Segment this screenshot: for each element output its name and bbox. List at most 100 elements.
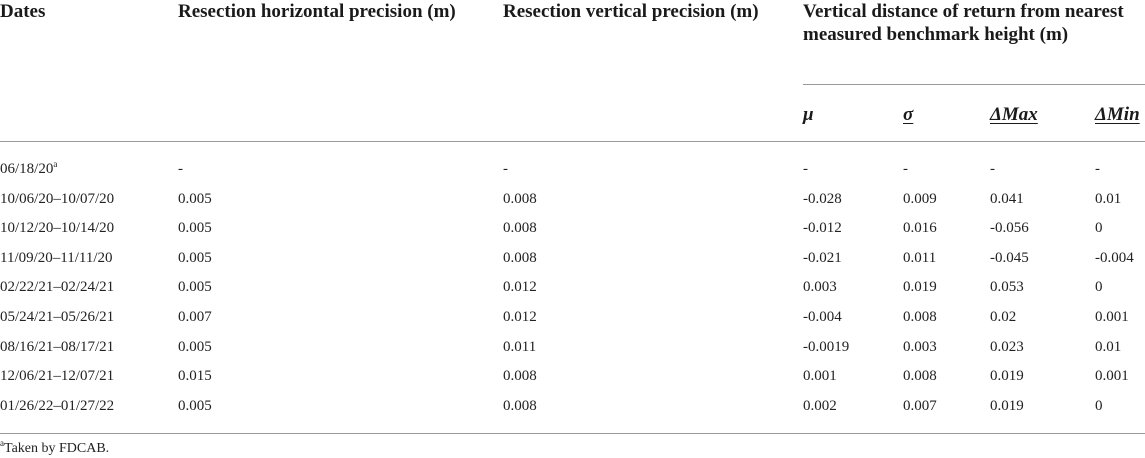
cell-mu: -0.021 (803, 249, 842, 267)
cell-vertical-precision-text: 0.011 (503, 338, 537, 355)
header-horizontal-precision: Resection horizontal precision (m) (178, 1, 456, 22)
cell-delta-max-text: 0.02 (990, 309, 1017, 325)
cell-mu-text: -0.028 (803, 190, 842, 207)
cell-delta-min-text: 0 (1095, 220, 1103, 237)
cell-horizontal-precision: 0.005 (178, 397, 212, 415)
cell-horizontal-precision: 0.005 (178, 278, 212, 296)
table-row: 10/06/20–10/07/20 0.005 0.008 -0.028 0.009 0.… (0, 190, 1145, 220)
cell-delta-max: 0.041 (990, 190, 1024, 208)
cell-horizontal-precision: 0.007 (178, 308, 212, 326)
table-row: 01/26/22–01/27/22 0.005 0.008 0.002 0.007 0.0… (0, 397, 1145, 427)
cell-sigma-text: 0.008 (903, 368, 937, 385)
cell-horizontal-precision-text: 0.005 (178, 397, 212, 414)
cell-mu: -0.028 (803, 190, 842, 208)
header-delta-max: ΔMax (990, 104, 1038, 125)
cell-mu-text: -0.0019 (803, 338, 850, 355)
cell-vertical-precision: 0.012 (503, 278, 537, 296)
footnote-marker: a (0, 438, 4, 448)
cell-vertical-precision: 0.012 (503, 308, 537, 326)
cell-date: 12/06/21–12/07/21 (0, 367, 114, 385)
cell-vertical-precision: 0.011 (503, 338, 536, 356)
cell-sigma: 0.009 (903, 190, 937, 208)
cell-sigma-text: 0.003 (903, 338, 937, 355)
cell-delta-min: -0.004 (1095, 249, 1134, 267)
cell-delta-max: - (990, 160, 995, 178)
cell-sigma: 0.011 (903, 249, 936, 267)
cell-delta-min: 0 (1095, 219, 1103, 237)
cell-horizontal-precision-text: 0.005 (178, 220, 212, 237)
cell-delta-max-text: - (990, 161, 995, 177)
cell-delta-max-text: 0.019 (990, 397, 1024, 414)
cell-delta-min: - (1095, 160, 1100, 178)
cell-delta-max: -0.045 (990, 249, 1029, 267)
cell-delta-min-text: 0.001 (1095, 368, 1129, 385)
cell-horizontal-precision-text: 0.005 (178, 190, 212, 207)
cell-delta-min-text: 0 (1095, 279, 1103, 296)
cell-sigma: 0.003 (903, 338, 937, 356)
cell-delta-min-text: 0.01 (1095, 338, 1122, 355)
table-row: 05/24/21–05/26/21 0.007 0.012 -0.004 0.008 0.… (0, 308, 1145, 338)
cell-vertical-precision: 0.008 (503, 219, 537, 237)
cell-delta-min: 0.001 (1095, 308, 1129, 326)
cell-horizontal-precision-text: - (178, 161, 183, 177)
cell-vertical-precision: - (503, 160, 508, 178)
cell-mu: -0.004 (803, 308, 842, 326)
cell-horizontal-precision-text: 0.015 (178, 368, 212, 385)
cell-vertical-precision-text: 0.008 (503, 368, 537, 385)
table-row: 12/06/21–12/07/21 0.015 0.008 0.001 0.008 0.0… (0, 367, 1145, 397)
table-row: 10/12/20–10/14/20 0.005 0.008 -0.012 0.016 -0… (0, 219, 1145, 249)
cell-vertical-precision-text: 0.008 (503, 249, 537, 266)
cell-mu-text: -0.004 (803, 309, 842, 325)
cell-delta-max: 0.02 (990, 308, 1016, 326)
cell-date: 08/16/21–08/17/21 (0, 338, 114, 356)
cell-date-text: 12/06/21–12/07/21 (0, 368, 115, 385)
table-row: 02/22/21–02/24/21 0.005 0.012 0.003 0.019 0.0… (0, 278, 1145, 308)
cell-mu: -0.0019 (803, 338, 849, 356)
cell-delta-max: 0.023 (990, 338, 1024, 356)
cell-mu: - (803, 160, 808, 178)
cell-vertical-precision: 0.008 (503, 190, 537, 208)
cell-horizontal-precision: 0.015 (178, 367, 212, 385)
cell-delta-min-text: 0.001 (1095, 309, 1129, 325)
table-row: 08/16/21–08/17/21 0.005 0.011 -0.0019 0.003 0… (0, 338, 1145, 368)
cell-vertical-precision-text: 0.008 (503, 397, 537, 414)
cell-sigma-text: 0.009 (903, 190, 937, 207)
cell-mu-text: 0.002 (803, 397, 837, 414)
cell-date: 05/24/21–05/26/21 (0, 308, 114, 326)
cell-delta-max: 0.053 (990, 278, 1024, 296)
cell-vertical-precision: 0.008 (503, 397, 537, 415)
cell-delta-min: 0 (1095, 278, 1103, 296)
cell-horizontal-precision: 0.005 (178, 190, 212, 208)
cell-horizontal-precision: 0.005 (178, 219, 212, 237)
cell-sigma-text: 0.007 (903, 397, 937, 414)
cell-sigma-text: 0.016 (903, 220, 937, 237)
cell-date-text: 06/18/20 (0, 161, 54, 177)
cell-delta-max-text: -0.045 (990, 249, 1029, 266)
header-distance-group: Vertical distance of return from nearest… (803, 1, 1124, 45)
header-delta-min: ΔMin (1095, 104, 1140, 125)
cell-horizontal-precision-text: 0.005 (178, 249, 212, 266)
cell-delta-max-text: 0.023 (990, 338, 1024, 355)
cell-date-text: 11/09/20–11/11/20 (0, 249, 113, 266)
cell-delta-min: 0.01 (1095, 190, 1121, 208)
cell-sigma-text: - (903, 161, 908, 177)
cell-sigma: 0.008 (903, 367, 937, 385)
cell-delta-max: 0.019 (990, 367, 1024, 385)
cell-date: 02/22/21–02/24/21 (0, 278, 114, 296)
cell-date-text: 10/12/20–10/14/20 (0, 220, 115, 237)
cell-date-text: 02/22/21–02/24/21 (0, 279, 115, 296)
cell-mu-text: 0.001 (803, 368, 837, 385)
cell-vertical-precision: 0.008 (503, 249, 537, 267)
cell-sigma: - (903, 160, 908, 178)
footnote-text: Taken by FDCAB. (4, 441, 110, 456)
cell-date: 01/26/22–01/27/22 (0, 397, 114, 415)
cell-delta-min-text: 0 (1095, 397, 1103, 414)
cell-sigma: 0.019 (903, 278, 937, 296)
cell-sigma: 0.007 (903, 397, 937, 415)
cell-horizontal-precision: 0.005 (178, 338, 212, 356)
cell-horizontal-precision: - (178, 160, 183, 178)
cell-delta-min-text: - (1095, 161, 1100, 177)
cell-mu-text: - (803, 161, 808, 177)
table-row: 11/09/20–11/11/20 0.005 0.008 -0.021 0.011 -0… (0, 249, 1145, 279)
cell-mu: -0.012 (803, 219, 842, 237)
